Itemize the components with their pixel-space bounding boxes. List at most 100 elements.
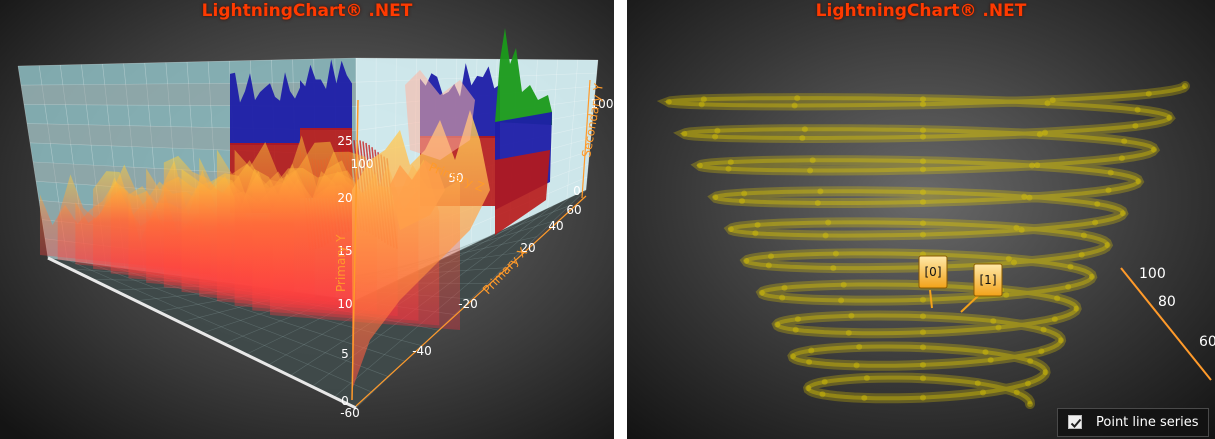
spiral-point xyxy=(863,375,870,381)
spiral-point xyxy=(700,96,707,103)
spiral-point xyxy=(920,158,926,165)
spiral-point xyxy=(845,329,852,336)
primary-x-axis-line xyxy=(355,195,587,407)
spiral-point xyxy=(1166,114,1173,121)
spiral-point xyxy=(1105,187,1112,194)
spiral-point xyxy=(832,250,839,257)
spiral-point xyxy=(794,95,801,102)
secondary-y-axis-line xyxy=(581,79,591,199)
legend-checkbox[interactable] xyxy=(1068,415,1082,429)
spiral-point xyxy=(1005,255,1012,262)
primary-x-tick-label: -40 xyxy=(412,344,432,358)
spiral-point xyxy=(1044,100,1051,107)
spiral-point xyxy=(821,378,828,385)
spiral-point xyxy=(1013,224,1020,231)
spiral-point xyxy=(774,321,781,328)
spiral-point xyxy=(1011,259,1017,266)
primary-x-tick-label: 60 xyxy=(566,203,581,217)
right-3d-chart[interactable]: [0] [1] 100 80 60 xyxy=(627,0,1215,439)
spiral-point xyxy=(791,102,798,109)
spiral-point xyxy=(789,353,796,360)
spiral-point xyxy=(681,130,688,137)
spiral-point xyxy=(752,230,759,237)
spiral-point xyxy=(920,96,926,103)
spiral-point xyxy=(1094,201,1101,207)
spiral-point xyxy=(1107,169,1114,176)
spiral-point xyxy=(1042,369,1049,376)
spiral-point xyxy=(819,391,826,398)
spiral-point xyxy=(739,198,745,204)
right-axis-tick-label: 100 xyxy=(1139,266,1166,282)
callout-0[interactable]: [0] xyxy=(918,255,948,309)
spiral-point xyxy=(987,357,994,363)
spiral-point xyxy=(1065,283,1072,290)
left-chart-panel: 0 5 10 15 20 25 -60 -40 -20 20 40 60 50 100 0 100 Pr… xyxy=(0,0,614,439)
spiral-point xyxy=(1054,295,1061,302)
spiral-point xyxy=(853,362,860,369)
primary-y-axis-line xyxy=(351,99,359,401)
secondary-y-tick-label: 100 xyxy=(591,97,614,111)
spiral-point xyxy=(779,294,786,301)
spiral-point xyxy=(1120,210,1126,217)
spiral-point xyxy=(920,344,926,351)
spiral-point xyxy=(1040,326,1047,333)
spiral-point xyxy=(768,253,774,260)
spiral-point xyxy=(848,312,855,319)
spiral-point xyxy=(1080,232,1087,239)
spiral-point xyxy=(696,162,703,169)
primary-y-tick-label: 20 xyxy=(337,191,352,205)
spiral-point xyxy=(1118,155,1125,162)
spiral-point xyxy=(1132,122,1139,129)
legend[interactable]: Point line series xyxy=(1057,408,1209,437)
callout-1-pointer xyxy=(960,294,980,313)
spiral-point xyxy=(807,167,814,174)
spiral-point xyxy=(665,98,672,105)
spiral-point xyxy=(714,127,721,134)
spiral-point xyxy=(822,232,829,239)
spiral-point xyxy=(920,329,926,336)
spiral-point xyxy=(838,297,845,304)
callout-1[interactable]: [1] xyxy=(960,263,1003,313)
spiral-point xyxy=(995,324,1002,331)
spiral-point xyxy=(1036,131,1043,138)
spiral-line-core xyxy=(664,84,1187,405)
spiral-point xyxy=(1003,292,1010,298)
primary-x-tick-label: -60 xyxy=(340,406,360,420)
spiral-point xyxy=(741,190,748,197)
spiral-point xyxy=(1151,146,1157,153)
spiral-point xyxy=(920,313,926,320)
spiral-point xyxy=(817,188,824,195)
right-chart-panel: [0] [1] 100 80 60 LightningChart® .NET Poi… xyxy=(627,0,1215,439)
spiral-point xyxy=(1089,273,1095,280)
left-chart-title: LightningChart® .NET xyxy=(201,1,413,21)
spiral-point xyxy=(920,101,926,108)
spiral-point xyxy=(1145,90,1152,97)
spiral-point xyxy=(1038,348,1045,355)
right-axis-line xyxy=(1120,267,1212,381)
spiral-point xyxy=(1104,242,1111,248)
primary-z-tick-label: 50 xyxy=(448,171,463,185)
floor-edge-front xyxy=(47,256,357,410)
spiral-point xyxy=(1013,389,1020,396)
spiral-point xyxy=(799,135,806,141)
spiral-point xyxy=(1134,106,1141,113)
callout-1-box xyxy=(973,263,1003,297)
callout-1-label: [1] xyxy=(980,273,997,287)
spiral-point xyxy=(1027,401,1033,407)
spiral-point xyxy=(856,343,863,350)
spiral-point xyxy=(1051,316,1058,323)
spiral-point xyxy=(920,361,926,368)
spiral-point xyxy=(980,389,986,396)
spiral-point xyxy=(781,284,788,291)
primary-y-tick-label: 25 xyxy=(337,134,352,148)
spiral-point xyxy=(1078,251,1085,258)
spiral-point xyxy=(743,257,750,264)
primary-x-tick-label: 20 xyxy=(520,241,535,255)
spiral-point xyxy=(840,281,847,288)
spiral-point xyxy=(825,219,832,226)
spiral-line xyxy=(656,81,1190,409)
right-axis-ticks: 100 80 60 xyxy=(1139,266,1215,350)
primary-x-tick-label: -20 xyxy=(458,297,478,311)
